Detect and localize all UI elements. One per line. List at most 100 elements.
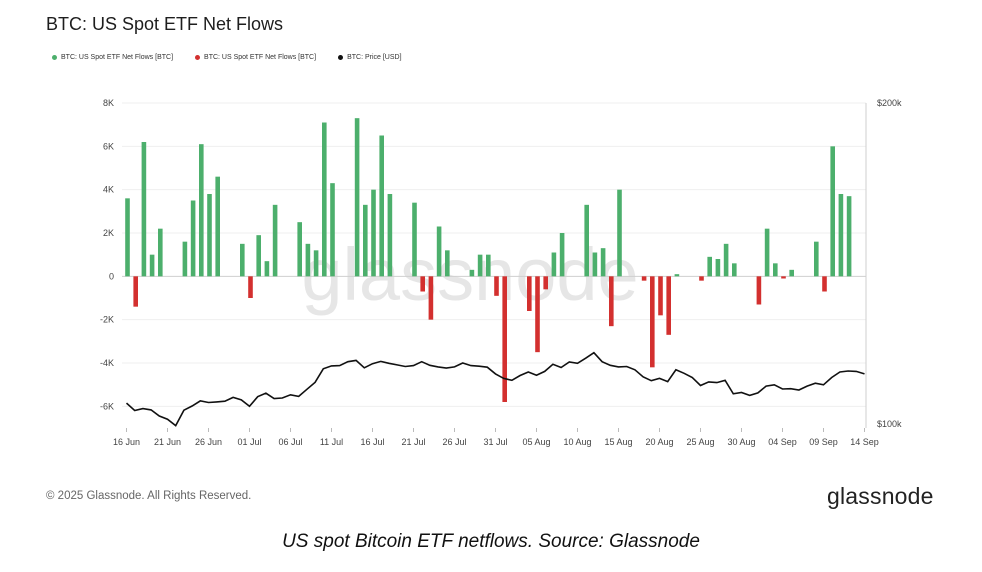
x-tick-label: 16 Jul <box>360 437 384 447</box>
x-tick-label: 21 Jul <box>401 437 425 447</box>
flow-bar <box>494 276 499 296</box>
flow-bar <box>477 254 483 277</box>
flow-bar <box>190 200 196 277</box>
flow-bars <box>125 118 852 402</box>
flow-bar <box>428 276 434 320</box>
flow-bar <box>846 196 852 277</box>
flow-bar <box>125 198 130 277</box>
flow-bar <box>707 256 712 277</box>
x-tick-label: 20 Aug <box>645 437 673 447</box>
y-tick-label: 4K <box>103 185 114 195</box>
y-tick-label: -2K <box>100 315 114 325</box>
flow-bar <box>838 194 844 277</box>
flow-bar <box>420 276 425 292</box>
flow-bar <box>502 276 507 402</box>
flow-bar <box>330 183 335 277</box>
flow-bar <box>149 254 155 277</box>
flow-bar <box>305 243 311 277</box>
flow-bar <box>641 276 647 281</box>
flow-bar <box>215 176 220 277</box>
x-tick-label: 25 Aug <box>686 437 714 447</box>
figure-caption: US spot Bitcoin ETF netflows. Source: Gl… <box>282 531 700 552</box>
legend-dot-red-icon <box>195 55 201 60</box>
y-tick-label: -6K <box>100 401 114 411</box>
x-tick-label: 14 Sep <box>850 437 879 447</box>
x-tick-label: 30 Aug <box>727 437 755 447</box>
y-tick-label: 0 <box>109 271 114 281</box>
flow-bar <box>527 276 532 311</box>
flow-bar <box>297 222 302 277</box>
legend: BTC: US Spot ETF Net Flows [BTC] BTC: US… <box>52 54 402 61</box>
y-tick-label: 6K <box>103 141 114 151</box>
x-tick-label: 11 Jul <box>320 437 343 447</box>
flow-bar <box>781 276 786 279</box>
flow-bar <box>264 261 270 277</box>
flow-bar <box>240 243 245 277</box>
flow-bar <box>789 269 794 277</box>
flow-bar <box>822 276 827 292</box>
x-axis-ticks: 16 Jun 21 Jun 26 Jun 01 Jul 06 Jul 11 Jul 16 J… <box>113 428 879 447</box>
y2-axis-ticks: $200k $100k <box>877 98 902 429</box>
x-tick-label: 26 Jun <box>195 437 222 447</box>
flow-bar <box>535 276 540 353</box>
flow-bar <box>354 118 360 277</box>
x-tick-label: 31 Jul <box>483 437 507 447</box>
flow-bar <box>658 276 663 316</box>
flow-bar <box>559 233 565 277</box>
flow-bar <box>674 274 680 277</box>
flow-bar <box>207 194 212 277</box>
grid-lines <box>122 102 867 428</box>
flow-bar <box>256 235 261 277</box>
flow-bar <box>371 189 376 277</box>
flow-bar <box>272 204 278 277</box>
flow-bar <box>313 250 319 277</box>
x-tick-label: 16 Jun <box>113 437 140 447</box>
price-line <box>125 351 865 427</box>
flow-bar <box>584 204 589 277</box>
flow-bar <box>699 276 704 281</box>
flow-bar <box>715 259 721 277</box>
x-tick-label: 10 Aug <box>563 437 591 447</box>
flow-bar <box>666 276 671 335</box>
flow-bar <box>756 276 762 305</box>
x-tick-label: 04 Sep <box>768 437 797 447</box>
flow-bar <box>379 135 384 277</box>
flow-bar <box>133 276 138 307</box>
flow-bar <box>486 254 491 277</box>
x-tick-label: 06 Jul <box>278 437 302 447</box>
legend-label-outflows: BTC: US Spot ETF Net Flows [BTC] <box>204 54 317 61</box>
glassnode-logo: glassnode <box>827 483 934 509</box>
flow-bar <box>609 276 614 327</box>
flow-bar <box>182 241 188 277</box>
chart-title: BTC: US Spot ETF Net Flows <box>46 14 284 34</box>
flow-bar <box>387 194 393 277</box>
x-tick-label: 26 Jul <box>442 437 466 447</box>
x-tick-label: 21 Jun <box>154 437 181 447</box>
y-tick-label: 2K <box>103 228 114 238</box>
flow-bar <box>248 276 253 298</box>
flow-bar <box>600 248 606 277</box>
flow-bar <box>469 269 475 277</box>
y-tick-label: 8K <box>103 98 114 108</box>
flow-bar <box>543 276 548 290</box>
legend-item-inflows[interactable]: BTC: US Spot ETF Net Flows [BTC] <box>52 54 173 61</box>
legend-item-price[interactable]: BTC: Price [USD] <box>338 54 402 61</box>
flow-bar <box>592 252 598 277</box>
flow-bar <box>412 202 417 277</box>
flow-bar <box>445 250 450 277</box>
flow-bar <box>617 189 622 277</box>
copyright-text: © 2025 Glassnode. All Rights Reserved. <box>46 490 252 502</box>
flow-bar <box>551 252 557 277</box>
flow-bar <box>141 142 147 277</box>
flow-bar <box>732 263 737 277</box>
x-tick-label: 05 Aug <box>522 437 550 447</box>
flow-bar <box>830 146 835 277</box>
flow-bar <box>723 243 729 277</box>
flow-bar <box>764 228 770 277</box>
legend-label-inflows: BTC: US Spot ETF Net Flows [BTC] <box>61 54 174 61</box>
y2-tick-label: $100k <box>877 419 902 429</box>
legend-item-outflows[interactable]: BTC: US Spot ETF Net Flows [BTC] <box>195 54 316 61</box>
legend-label-price: BTC: Price [USD] <box>347 54 402 61</box>
legend-dot-black-icon <box>338 55 344 60</box>
